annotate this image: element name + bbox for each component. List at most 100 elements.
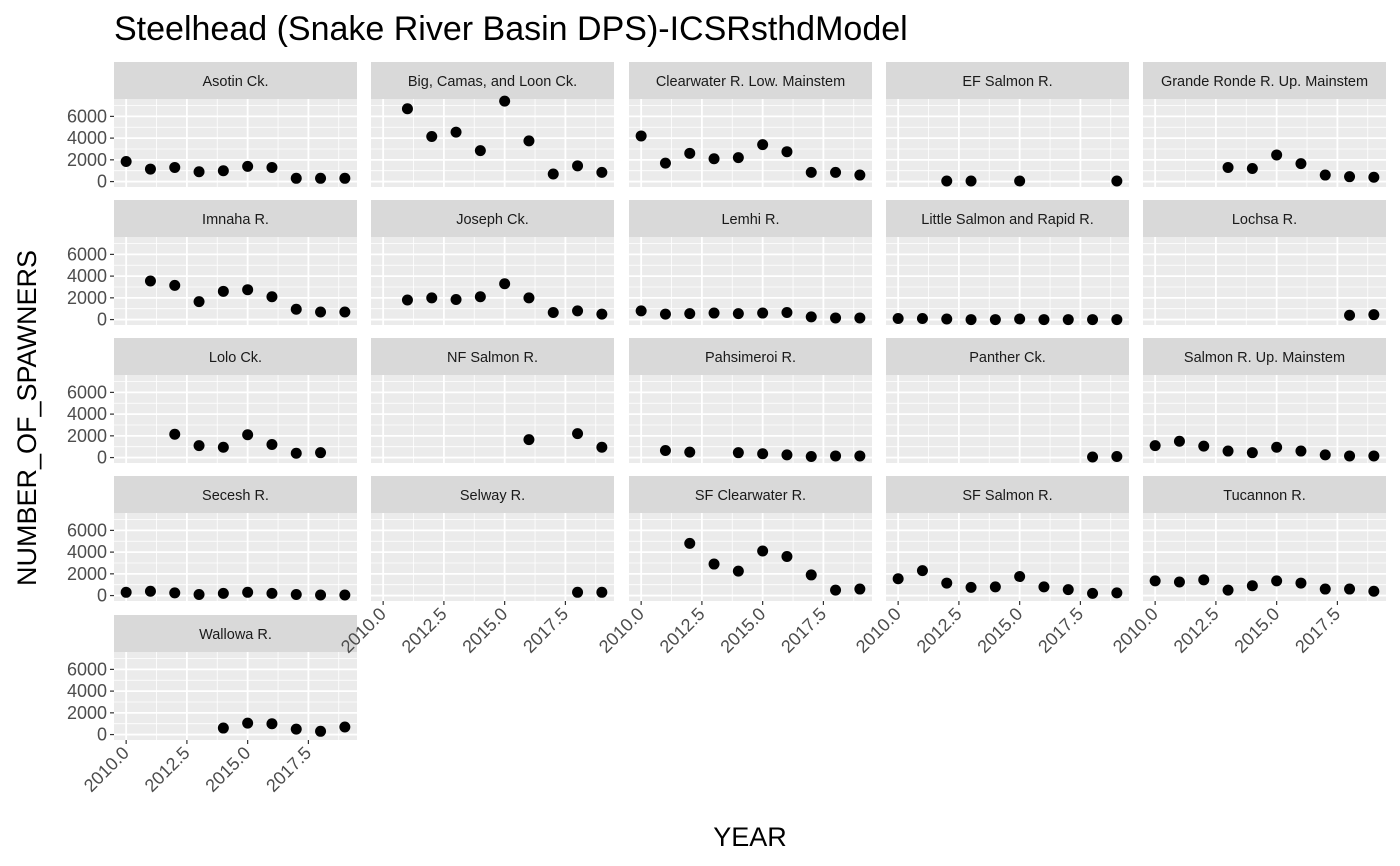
y-tick-label: 4000	[67, 128, 107, 148]
facet-panel: Little Salmon and Rapid R.	[886, 200, 1129, 326]
data-point	[1246, 580, 1258, 592]
panel-background	[1143, 237, 1386, 325]
data-point	[854, 450, 866, 462]
data-point	[1222, 445, 1234, 457]
y-tick-label: 4000	[67, 404, 107, 424]
facet-strip-label: NF Salmon R.	[447, 350, 538, 366]
x-tick-label: 2017.5	[519, 604, 572, 657]
data-point	[1271, 441, 1283, 453]
y-axes: 0200040006000020004000600002000400060000…	[67, 106, 114, 745]
facet-panel: Lemhi R.	[629, 200, 872, 325]
panel-background	[1143, 99, 1386, 187]
data-point	[916, 312, 928, 324]
facet-strip-label: Grande Ronde R. Up. Mainstem	[1161, 74, 1368, 90]
data-point	[290, 172, 302, 184]
data-point	[1087, 451, 1099, 463]
y-tick-label: 6000	[67, 106, 107, 126]
data-point	[547, 307, 559, 319]
facet-panel: Asotin Ck.	[114, 62, 357, 187]
panel-background	[886, 375, 1129, 463]
facet-strip	[114, 338, 357, 375]
data-point	[1087, 314, 1099, 326]
data-point	[684, 308, 696, 320]
data-point	[290, 447, 302, 459]
x-tick-label: 2015.0	[201, 743, 254, 796]
facet-strip-label: Secesh R.	[202, 488, 269, 504]
data-point	[757, 307, 769, 319]
facet-strip-label: Joseph Ck.	[456, 212, 529, 228]
data-point	[854, 312, 866, 324]
data-point	[339, 306, 351, 318]
facet-panel: Imnaha R.	[114, 200, 357, 325]
data-point	[1319, 449, 1331, 461]
data-point	[1344, 583, 1356, 595]
data-point	[596, 166, 608, 178]
data-point	[242, 429, 254, 441]
panel-background	[886, 513, 1129, 601]
data-point	[450, 293, 462, 305]
panel-background	[886, 99, 1129, 187]
data-point	[1246, 163, 1258, 175]
panel-background	[629, 237, 872, 325]
facet-strip-label: Imnaha R.	[202, 212, 269, 228]
data-point	[1198, 440, 1210, 452]
facet-strip-label: Lolo Ck.	[209, 350, 262, 366]
data-point	[426, 292, 438, 304]
data-point	[193, 440, 205, 452]
data-point	[120, 586, 132, 598]
data-point	[892, 573, 904, 585]
facet-strip-label: Lochsa R.	[1232, 212, 1297, 228]
data-point	[120, 155, 132, 167]
data-point	[708, 558, 720, 570]
data-point	[941, 313, 953, 325]
data-point	[217, 285, 229, 297]
data-point	[572, 305, 584, 317]
x-tick-label: 2010.0	[852, 604, 905, 657]
data-point	[1368, 450, 1380, 462]
data-point	[315, 589, 327, 601]
data-point	[684, 446, 696, 458]
facet-panel: Tucannon R.	[1143, 476, 1386, 601]
data-point	[892, 312, 904, 324]
facet-strip	[629, 62, 872, 99]
data-point	[1319, 169, 1331, 181]
data-point	[1038, 581, 1050, 593]
y-tick-label: 2000	[67, 426, 107, 446]
facet-strip	[1143, 62, 1386, 99]
data-point	[266, 291, 278, 303]
data-point	[1149, 575, 1161, 587]
y-tick-label: 2000	[67, 288, 107, 308]
x-tick-label: 2012.5	[141, 743, 194, 796]
y-tick-label: 0	[97, 310, 107, 330]
data-point	[830, 166, 842, 178]
data-point	[757, 545, 769, 557]
facet-strip-label: Pahsimeroi R.	[705, 350, 796, 366]
data-point	[941, 175, 953, 187]
facet-strip-label: Tucannon R.	[1223, 488, 1305, 504]
facet-strip	[114, 62, 357, 99]
data-point	[523, 135, 535, 147]
facet-panel: Joseph Ck.	[371, 200, 614, 325]
facet-strip-label: SF Clearwater R.	[695, 488, 806, 504]
y-tick-label: 4000	[67, 681, 107, 701]
y-tick-label: 6000	[67, 659, 107, 679]
facet-panel: Lochsa R.	[1143, 200, 1386, 325]
data-point	[1111, 450, 1123, 462]
facet-strip	[1143, 200, 1386, 237]
data-point	[474, 145, 486, 157]
data-point	[315, 172, 327, 184]
facet-strip-label: Panther Ck.	[969, 350, 1046, 366]
y-tick-label: 6000	[67, 520, 107, 540]
y-tick-label: 0	[97, 586, 107, 606]
facet-panel: Clearwater R. Low. Mainstem	[629, 62, 872, 187]
data-point	[315, 306, 327, 318]
data-point	[290, 303, 302, 315]
data-point	[830, 450, 842, 462]
facet-strip	[371, 338, 614, 375]
data-point	[1368, 171, 1380, 183]
data-point	[684, 147, 696, 159]
data-point	[1222, 584, 1234, 596]
panel-background	[114, 652, 357, 740]
facet-panel: Panther Ck.	[886, 338, 1129, 463]
facet-strip	[629, 338, 872, 375]
